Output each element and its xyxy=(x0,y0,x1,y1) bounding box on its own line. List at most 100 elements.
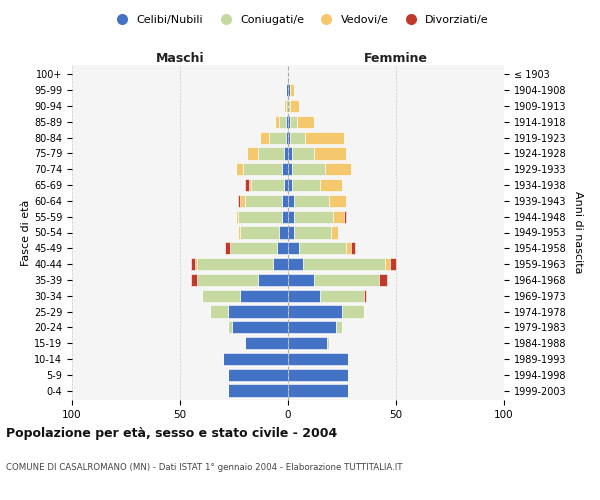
Bar xyxy=(280,226,288,238)
Bar xyxy=(227,368,288,381)
Bar xyxy=(236,210,238,223)
Bar xyxy=(288,274,314,286)
Bar xyxy=(281,163,288,175)
Bar xyxy=(258,274,288,286)
Bar xyxy=(242,163,281,175)
Bar xyxy=(288,306,342,318)
Bar xyxy=(292,148,314,160)
Bar xyxy=(286,84,288,96)
Bar xyxy=(320,179,342,192)
Bar xyxy=(210,306,227,318)
Bar xyxy=(288,132,290,144)
Bar xyxy=(288,84,290,96)
Bar xyxy=(195,258,197,270)
Bar xyxy=(295,194,329,207)
Text: Maschi: Maschi xyxy=(155,52,205,65)
Bar xyxy=(273,258,288,270)
Bar xyxy=(295,226,331,238)
Bar xyxy=(281,210,288,223)
Bar xyxy=(329,194,346,207)
Bar xyxy=(327,337,329,349)
Bar xyxy=(288,148,292,160)
Bar xyxy=(303,258,385,270)
Bar xyxy=(295,210,334,223)
Bar xyxy=(290,84,295,96)
Bar xyxy=(385,258,389,270)
Bar xyxy=(227,384,288,396)
Bar xyxy=(284,100,286,112)
Bar xyxy=(191,274,197,286)
Bar xyxy=(191,258,195,270)
Bar xyxy=(236,163,242,175)
Bar xyxy=(296,116,314,128)
Bar xyxy=(305,132,344,144)
Text: Femmine: Femmine xyxy=(364,52,428,65)
Bar xyxy=(286,100,288,112)
Bar xyxy=(288,163,292,175)
Bar xyxy=(223,353,288,365)
Bar xyxy=(238,194,241,207)
Bar xyxy=(288,258,303,270)
Bar xyxy=(288,290,320,302)
Bar xyxy=(314,274,379,286)
Bar xyxy=(288,100,290,112)
Bar xyxy=(197,258,273,270)
Bar xyxy=(269,132,286,144)
Bar xyxy=(241,226,280,238)
Bar xyxy=(346,242,350,254)
Bar xyxy=(238,210,281,223)
Bar xyxy=(290,132,305,144)
Bar xyxy=(335,321,342,334)
Bar xyxy=(325,163,350,175)
Bar xyxy=(275,116,280,128)
Text: COMUNE DI CASALROMANO (MN) - Dati ISTAT 1° gennaio 2004 - Elaborazione TUTTITALI: COMUNE DI CASALROMANO (MN) - Dati ISTAT … xyxy=(6,462,403,471)
Bar xyxy=(292,163,325,175)
Bar xyxy=(230,242,277,254)
Bar xyxy=(286,116,288,128)
Y-axis label: Fasce di età: Fasce di età xyxy=(21,200,31,266)
Bar xyxy=(320,290,364,302)
Bar xyxy=(288,210,295,223)
Legend: Celibi/Nubili, Coniugati/e, Vedovi/e, Divorziati/e: Celibi/Nubili, Coniugati/e, Vedovi/e, Di… xyxy=(107,10,493,29)
Bar xyxy=(227,321,232,334)
Bar xyxy=(292,179,320,192)
Bar xyxy=(284,179,288,192)
Bar xyxy=(344,210,346,223)
Bar xyxy=(202,290,241,302)
Bar xyxy=(284,148,288,160)
Bar xyxy=(245,194,281,207)
Bar xyxy=(286,132,288,144)
Bar xyxy=(241,290,288,302)
Bar xyxy=(379,274,388,286)
Bar xyxy=(342,306,364,318)
Bar xyxy=(245,337,288,349)
Bar xyxy=(331,226,338,238)
Bar xyxy=(197,274,258,286)
Bar xyxy=(258,148,284,160)
Bar xyxy=(288,242,299,254)
Bar xyxy=(389,258,396,270)
Bar xyxy=(288,368,349,381)
Bar xyxy=(288,353,349,365)
Bar xyxy=(288,194,295,207)
Bar xyxy=(288,226,295,238)
Bar xyxy=(288,179,292,192)
Bar xyxy=(334,210,344,223)
Bar xyxy=(232,321,288,334)
Bar xyxy=(290,100,299,112)
Bar xyxy=(290,116,296,128)
Bar xyxy=(364,290,366,302)
Bar xyxy=(280,116,286,128)
Bar xyxy=(226,242,230,254)
Bar xyxy=(299,242,346,254)
Bar xyxy=(281,194,288,207)
Bar xyxy=(245,179,249,192)
Y-axis label: Anni di nascita: Anni di nascita xyxy=(573,191,583,274)
Bar xyxy=(227,306,288,318)
Bar xyxy=(249,179,251,192)
Bar xyxy=(288,321,335,334)
Bar xyxy=(288,384,349,396)
Bar xyxy=(288,116,290,128)
Bar xyxy=(277,242,288,254)
Bar xyxy=(238,226,241,238)
